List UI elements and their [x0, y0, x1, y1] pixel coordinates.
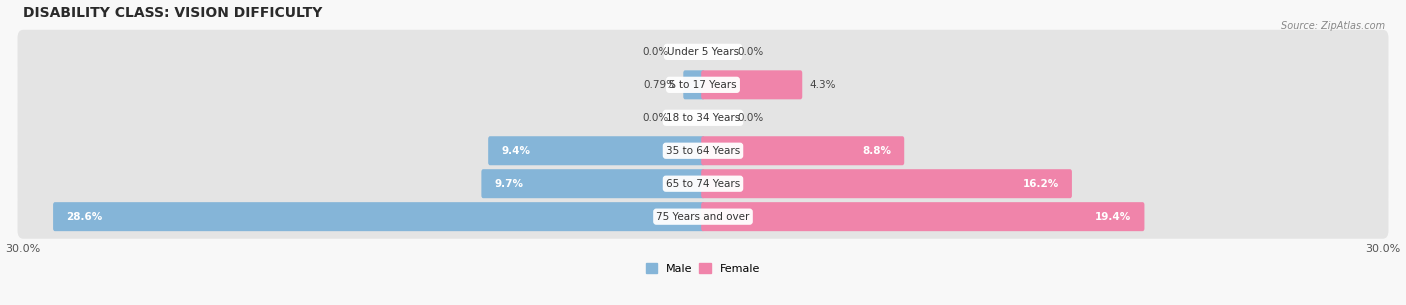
FancyBboxPatch shape — [17, 195, 1389, 239]
Text: DISABILITY CLASS: VISION DIFFICULTY: DISABILITY CLASS: VISION DIFFICULTY — [22, 5, 322, 20]
FancyBboxPatch shape — [53, 202, 704, 231]
Text: 0.0%: 0.0% — [737, 47, 763, 57]
Text: 0.0%: 0.0% — [737, 113, 763, 123]
Legend: Male, Female: Male, Female — [641, 259, 765, 278]
FancyBboxPatch shape — [488, 136, 704, 165]
Text: Source: ZipAtlas.com: Source: ZipAtlas.com — [1281, 21, 1385, 31]
Text: 0.79%: 0.79% — [643, 80, 676, 90]
FancyBboxPatch shape — [17, 129, 1389, 173]
FancyBboxPatch shape — [17, 162, 1389, 206]
Text: 35 to 64 Years: 35 to 64 Years — [666, 146, 740, 156]
Text: 18 to 34 Years: 18 to 34 Years — [666, 113, 740, 123]
FancyBboxPatch shape — [702, 169, 1071, 198]
FancyBboxPatch shape — [17, 96, 1389, 140]
Text: 75 Years and over: 75 Years and over — [657, 212, 749, 222]
Text: 9.7%: 9.7% — [495, 179, 523, 189]
Text: 9.4%: 9.4% — [502, 146, 530, 156]
Text: Under 5 Years: Under 5 Years — [666, 47, 740, 57]
Text: 4.3%: 4.3% — [810, 80, 837, 90]
Text: 19.4%: 19.4% — [1095, 212, 1132, 222]
Text: 16.2%: 16.2% — [1022, 179, 1059, 189]
Text: 0.0%: 0.0% — [643, 113, 669, 123]
FancyBboxPatch shape — [683, 70, 704, 99]
FancyBboxPatch shape — [702, 136, 904, 165]
Text: 28.6%: 28.6% — [66, 212, 103, 222]
Text: 5 to 17 Years: 5 to 17 Years — [669, 80, 737, 90]
FancyBboxPatch shape — [17, 30, 1389, 74]
FancyBboxPatch shape — [481, 169, 704, 198]
Text: 65 to 74 Years: 65 to 74 Years — [666, 179, 740, 189]
FancyBboxPatch shape — [17, 63, 1389, 107]
FancyBboxPatch shape — [702, 202, 1144, 231]
FancyBboxPatch shape — [702, 70, 803, 99]
Text: 0.0%: 0.0% — [643, 47, 669, 57]
Text: 8.8%: 8.8% — [862, 146, 891, 156]
